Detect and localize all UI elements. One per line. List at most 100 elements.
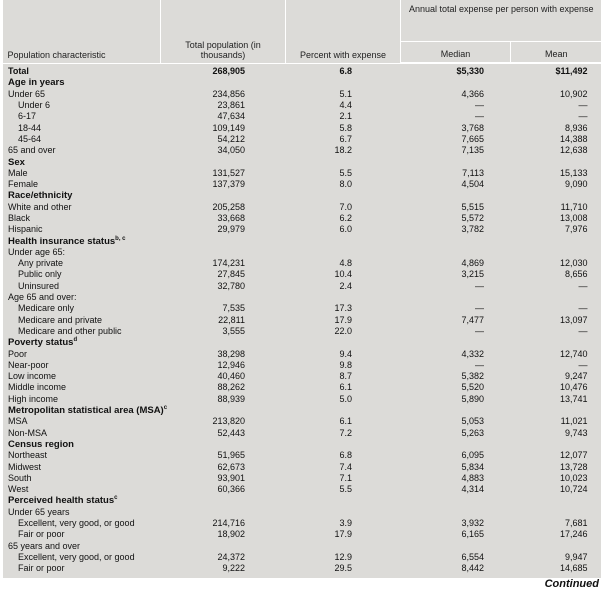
table-row: Under 65 234,856 5.1 4,366 10,902 xyxy=(3,88,602,100)
cell-value: 7.1 xyxy=(285,472,401,484)
cell-value: 13,741 xyxy=(510,393,602,405)
table-row: Poor 38,298 9.4 4,332 12,740 xyxy=(3,348,602,360)
cell-value: 24,372 xyxy=(160,551,286,564)
table-row: Under 65 years xyxy=(3,506,602,518)
table-row: Non-MSA 52,443 7.2 5,263 9,743 xyxy=(3,427,602,439)
cell-value: 13,728 xyxy=(510,461,602,473)
cell-value: 12,946 xyxy=(160,359,286,372)
header-median: Median xyxy=(400,41,511,64)
cell-value: 3,782 xyxy=(400,224,511,236)
table-row: Fair or poor 9,222 29.5 8,442 14,685 xyxy=(3,563,602,575)
cell-value: 7,113 xyxy=(400,167,511,179)
cell-value: 88,939 xyxy=(160,393,286,405)
cell-value: 29,979 xyxy=(160,224,286,236)
table-row: Age 65 and over: xyxy=(3,291,602,304)
cell-value: 52,443 xyxy=(160,427,286,439)
cell-value: 131,527 xyxy=(160,167,286,179)
section-title-text: Race/ethnicity xyxy=(8,190,73,202)
table-row: Medicare and private 22,811 17.9 7,477 13,09… xyxy=(3,314,602,326)
table-row: 18-44 109,149 5.8 3,768 8,936 xyxy=(3,122,602,134)
table-row: 65 and over 34,050 18.2 7,135 12,638 xyxy=(3,145,602,157)
cell-value: — xyxy=(400,325,511,338)
row-label: Near-poor xyxy=(3,359,161,372)
cell-value: 214,716 xyxy=(160,517,286,530)
table-row: Uninsured 32,780 2.4— — xyxy=(3,280,602,292)
row-label: Middle income xyxy=(3,382,161,394)
section-title-text: Sex xyxy=(8,156,25,168)
table-row: Public only 27,845 10.4 3,215 8,656 xyxy=(3,269,602,281)
table-row: Female 137,379 8.0 4,504 9,090 xyxy=(3,178,602,191)
cell-value: — xyxy=(510,325,602,338)
cell-value: 8.0 xyxy=(285,178,401,191)
row-label: Under 65 years xyxy=(3,506,161,518)
section-title: Perceived health statusc xyxy=(3,495,602,507)
cell-value: 9,247 xyxy=(510,371,602,383)
cell-value: 4,314 xyxy=(400,483,511,496)
cell-value: 5.5 xyxy=(285,483,401,496)
cell-value: — xyxy=(510,359,602,372)
table-row: Under 6 23,861 4.4— — xyxy=(3,99,602,112)
row-label: Under age 65: xyxy=(3,246,161,259)
cell-value: 12.9 xyxy=(285,551,401,564)
cell-value: 54,212 xyxy=(160,133,286,146)
row-label: Total xyxy=(3,63,161,78)
cell-value: 174,231 xyxy=(160,258,286,270)
section-title: Sex xyxy=(3,156,602,168)
footnote-mark: c xyxy=(163,404,168,411)
row-label: 65 years and over xyxy=(3,540,161,552)
row-label: High income xyxy=(3,393,161,405)
cell-value: — xyxy=(510,303,602,315)
table-row: Any private 174,231 4.8 4,869 12,030 xyxy=(3,258,602,270)
cell-value: 4,332 xyxy=(400,348,511,360)
cell-value: 7,135 xyxy=(400,145,511,157)
cell-value: 9,947 xyxy=(510,551,602,564)
table-row: Middle income 88,262 6.1 5,520 10,476 xyxy=(3,382,602,394)
header-characteristic: Population characteristic xyxy=(3,0,161,64)
cell-value: 10,902 xyxy=(510,88,602,100)
row-label: Public only xyxy=(3,269,161,281)
row-label: 18-44 xyxy=(3,122,161,134)
section-title-text: Age in years xyxy=(8,77,65,89)
table-row: MSA 213,820 6.1 5,053 11,021 xyxy=(3,416,602,428)
row-label: MSA xyxy=(3,416,161,428)
header-annual: Annual total expense per person with exp… xyxy=(400,0,602,42)
cell-value: 6.8 xyxy=(285,63,401,78)
section-row: Perceived health statusc xyxy=(3,495,602,507)
cell-value: 5,890 xyxy=(400,393,511,405)
cell-value: 93,901 xyxy=(160,472,286,484)
header-mean: Mean xyxy=(510,41,602,64)
cell-value: 22.0 xyxy=(285,325,401,338)
cell-value: 5,053 xyxy=(400,416,511,428)
cell-value: 17.3 xyxy=(285,303,401,315)
empty-cell xyxy=(160,291,286,304)
row-label: Excellent, very good, or good xyxy=(3,551,161,564)
cell-value: 32,780 xyxy=(160,280,286,292)
row-label: Black xyxy=(3,212,161,225)
table-row: Male 131,527 5.5 7,113 15,133 xyxy=(3,167,602,179)
row-label: Medicare and other public xyxy=(3,325,161,338)
table-row: Excellent, very good, or good 214,716 3.9 3… xyxy=(3,517,602,530)
table-row: Medicare and other public 3,555 22.0— — xyxy=(3,325,602,338)
cell-value: 7,477 xyxy=(400,314,511,326)
section-row: Race/ethnicity xyxy=(3,190,602,202)
table-row: Fair or poor 18,902 17.9 6,165 17,246 xyxy=(3,529,602,541)
cell-value: 8,442 xyxy=(400,563,511,575)
cell-value: 10.4 xyxy=(285,269,401,281)
cell-value: 7.0 xyxy=(285,201,401,213)
empty-cell xyxy=(400,506,511,518)
header-total: Total population (in thousands) xyxy=(160,0,286,64)
cell-value: $5,330 xyxy=(400,63,511,78)
section-title-text: Census region xyxy=(8,438,74,450)
cell-value: 5.1 xyxy=(285,88,401,100)
cell-value: 7,535 xyxy=(160,303,286,315)
cell-value: 3,555 xyxy=(160,325,286,338)
cell-value: 60,366 xyxy=(160,483,286,496)
cell-value: 18,902 xyxy=(160,529,286,541)
cell-value: 6.1 xyxy=(285,416,401,428)
table-row: Black 33,668 6.2 5,572 13,008 xyxy=(3,212,602,225)
empty-cell xyxy=(285,540,401,552)
cell-value: 3,932 xyxy=(400,517,511,530)
cell-value: 51,965 xyxy=(160,450,286,462)
cell-value: 22,811 xyxy=(160,314,286,326)
empty-cell xyxy=(160,506,286,518)
